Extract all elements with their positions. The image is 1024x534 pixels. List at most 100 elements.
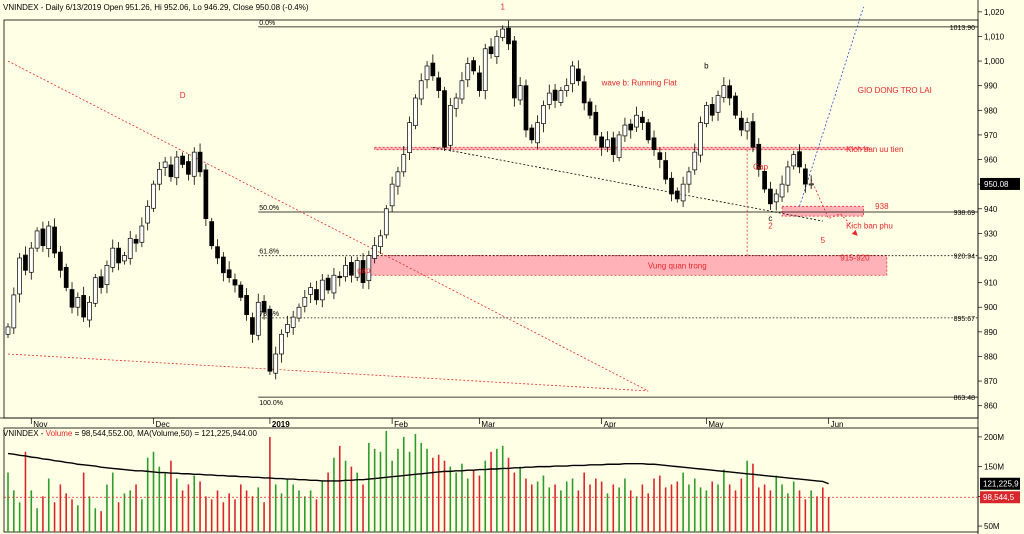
candle-body[interactable]	[343, 265, 348, 278]
candle-body[interactable]	[558, 90, 564, 103]
candle-body[interactable]	[430, 62, 436, 77]
candle-body[interactable]	[692, 151, 698, 171]
candle-body[interactable]	[610, 137, 616, 155]
candle-body[interactable]	[482, 48, 488, 91]
candle-body[interactable]	[506, 27, 511, 45]
candle-body[interactable]	[104, 265, 110, 285]
candle-body[interactable]	[203, 169, 209, 219]
candle-body[interactable]	[471, 60, 476, 72]
candle-body[interactable]	[733, 95, 738, 116]
candle-body[interactable]	[349, 262, 354, 276]
candle-body[interactable]	[616, 134, 622, 158]
candle-body[interactable]	[58, 251, 63, 271]
candle-body[interactable]	[191, 151, 197, 177]
candle-body[interactable]	[372, 245, 378, 259]
candle-body[interactable]	[628, 123, 634, 131]
candle-body[interactable]	[110, 247, 116, 268]
candle-body[interactable]	[645, 122, 651, 141]
candle-body[interactable]	[17, 257, 22, 295]
candle-body[interactable]	[139, 225, 145, 243]
candle-body[interactable]	[413, 97, 418, 126]
candle-body[interactable]	[698, 122, 703, 156]
candle-body[interactable]	[145, 205, 151, 224]
candle-body[interactable]	[127, 237, 133, 259]
candle-body[interactable]	[255, 301, 261, 336]
candle-body[interactable]	[709, 104, 715, 116]
candle-body[interactable]	[442, 90, 447, 148]
candle-body[interactable]	[523, 85, 529, 131]
candle-body[interactable]	[744, 122, 750, 132]
candle-body[interactable]	[378, 235, 383, 248]
candle-body[interactable]	[28, 247, 34, 273]
candle-body[interactable]	[605, 139, 610, 148]
candle-body[interactable]	[535, 122, 540, 144]
candle-body[interactable]	[477, 72, 482, 91]
candle-body[interactable]	[529, 127, 535, 141]
candle-body[interactable]	[640, 116, 645, 123]
candle-body[interactable]	[116, 247, 121, 264]
candle-body[interactable]	[756, 143, 762, 170]
candle-body[interactable]	[156, 169, 162, 185]
candle-body[interactable]	[669, 177, 674, 195]
candle-body[interactable]	[92, 277, 98, 304]
candle-body[interactable]	[52, 226, 57, 254]
candle-body[interactable]	[366, 255, 372, 281]
candle-body[interactable]	[465, 63, 471, 81]
candle-body[interactable]	[436, 77, 442, 91]
candle-body[interactable]	[622, 124, 628, 137]
support-zone[interactable]	[374, 146, 870, 151]
candle-body[interactable]	[290, 316, 296, 328]
candle-body[interactable]	[34, 230, 40, 249]
candle-body[interactable]	[279, 333, 284, 355]
candle-body[interactable]	[151, 183, 156, 209]
candle-body[interactable]	[69, 289, 75, 308]
candle-body[interactable]	[360, 260, 366, 283]
candle-body[interactable]	[302, 297, 308, 307]
candle-body[interactable]	[11, 294, 17, 329]
candle-body[interactable]	[5, 326, 11, 335]
candle-body[interactable]	[383, 208, 389, 236]
candle-body[interactable]	[46, 225, 52, 249]
candle-body[interactable]	[215, 246, 220, 259]
candle-body[interactable]	[587, 101, 593, 116]
candle-body[interactable]	[209, 221, 215, 247]
candle-body[interactable]	[418, 80, 424, 100]
candle-body[interactable]	[657, 152, 663, 160]
candle-body[interactable]	[738, 117, 744, 131]
candle-body[interactable]	[768, 188, 773, 205]
candle-body[interactable]	[133, 238, 139, 244]
candle-body[interactable]	[453, 97, 459, 109]
candle-body[interactable]	[250, 317, 255, 335]
candle-body[interactable]	[517, 85, 523, 101]
candle-body[interactable]	[447, 105, 453, 146]
candle-body[interactable]	[226, 269, 232, 279]
candle-body[interactable]	[186, 161, 191, 175]
candle-body[interactable]	[680, 183, 686, 202]
candle-body[interactable]	[599, 136, 604, 148]
candle-body[interactable]	[395, 171, 401, 187]
candle-body[interactable]	[122, 255, 127, 262]
candle-body[interactable]	[511, 40, 517, 99]
volume-panel[interactable]: 50M100M150M200M121,225,998,544,5	[3, 427, 1020, 533]
candle-body[interactable]	[285, 324, 290, 333]
candle-body[interactable]	[552, 89, 558, 101]
candle-body[interactable]	[401, 154, 407, 173]
candle-body[interactable]	[704, 105, 709, 124]
support-zone[interactable]	[368, 255, 888, 276]
candle-body[interactable]	[407, 122, 412, 153]
candle-body[interactable]	[267, 308, 273, 372]
candle-body[interactable]	[232, 279, 238, 286]
candle-body[interactable]	[570, 65, 575, 85]
candle-body[interactable]	[674, 190, 680, 200]
candle-body[interactable]	[63, 267, 69, 288]
candle-body[interactable]	[296, 306, 302, 319]
candle-body[interactable]	[488, 46, 494, 55]
candle-body[interactable]	[389, 183, 395, 207]
candle-body[interactable]	[546, 92, 552, 105]
candle-body[interactable]	[180, 155, 185, 165]
candle-body[interactable]	[197, 151, 203, 173]
candle-body[interactable]	[459, 80, 465, 100]
candle-body[interactable]	[244, 295, 249, 315]
candle-body[interactable]	[581, 81, 587, 104]
candle-body[interactable]	[87, 301, 92, 321]
